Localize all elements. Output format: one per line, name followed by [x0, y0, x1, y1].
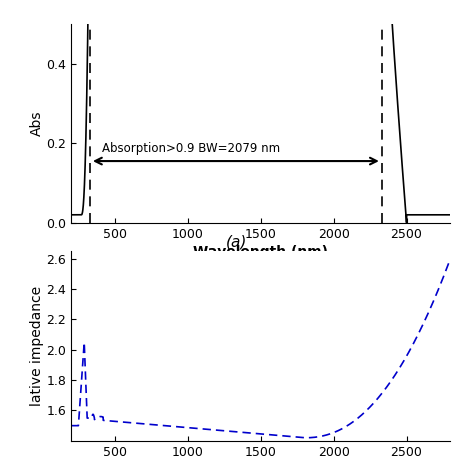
Y-axis label: Abs: Abs — [29, 110, 44, 136]
X-axis label: Wavelength (nm): Wavelength (nm) — [193, 245, 328, 259]
Text: (a): (a) — [226, 235, 248, 250]
Y-axis label: lative impedance: lative impedance — [29, 286, 44, 406]
Text: Absorption>0.9 BW=2079 nm: Absorption>0.9 BW=2079 nm — [102, 142, 280, 155]
